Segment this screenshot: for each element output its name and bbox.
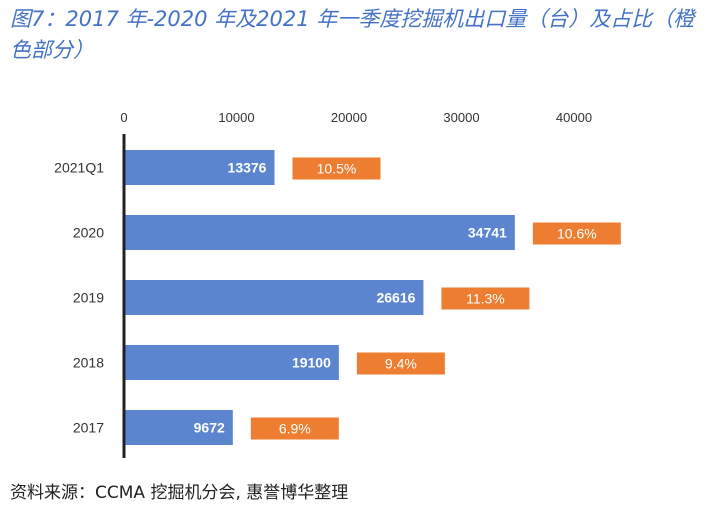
x-tick-label: 30000 <box>443 110 479 125</box>
y-tick-label: 2019 <box>73 290 104 306</box>
share-label: 9.4% <box>385 356 417 372</box>
bar-value-label: 9672 <box>194 420 225 436</box>
bar-value-label: 13376 <box>228 160 267 176</box>
share-label: 6.9% <box>279 421 311 437</box>
bar-chart: 0 10000 20000 30000 40000 13376 10.5% 34741 10.… <box>54 110 621 458</box>
bar <box>124 150 275 185</box>
y-axis-ticks: 2021Q1 2020 2019 2018 2017 <box>54 160 104 436</box>
bar <box>124 215 515 250</box>
x-tick-label: 10000 <box>218 110 254 125</box>
chart-title: 图7：2017 年-2020 年及2021 年一季度挖掘机出口量（台）及占比（橙… <box>10 7 695 62</box>
bar <box>124 410 233 445</box>
bar <box>124 345 339 380</box>
x-tick-label: 40000 <box>556 110 592 125</box>
share-box <box>292 157 381 180</box>
share-label: 10.6% <box>557 226 597 242</box>
bar <box>124 280 424 315</box>
source-note: 资料来源：CCMA 挖掘机分会, 惠誉博华整理 <box>10 483 349 503</box>
share-label: 10.5% <box>317 161 357 177</box>
share-box <box>356 352 445 375</box>
x-axis-ticks: 0 10000 20000 30000 40000 <box>120 110 592 125</box>
share-label: 11.3% <box>466 291 505 307</box>
bar-value-label: 34741 <box>468 225 507 241</box>
y-tick-label: 2021Q1 <box>54 160 104 176</box>
share-box <box>441 287 530 310</box>
share-box <box>532 222 621 245</box>
y-tick-label: 2017 <box>73 420 104 436</box>
bar-value-label: 19100 <box>292 355 331 371</box>
y-tick-label: 2020 <box>73 225 104 241</box>
y-tick-label: 2018 <box>73 355 104 371</box>
share-box <box>250 417 339 440</box>
bar-value-label: 26616 <box>376 290 415 306</box>
bars: 13376 10.5% 34741 10.6% 26616 11.3% 19100 9.4% 9… <box>124 150 621 445</box>
x-tick-label: 20000 <box>331 110 367 125</box>
x-tick-label: 0 <box>120 110 127 125</box>
